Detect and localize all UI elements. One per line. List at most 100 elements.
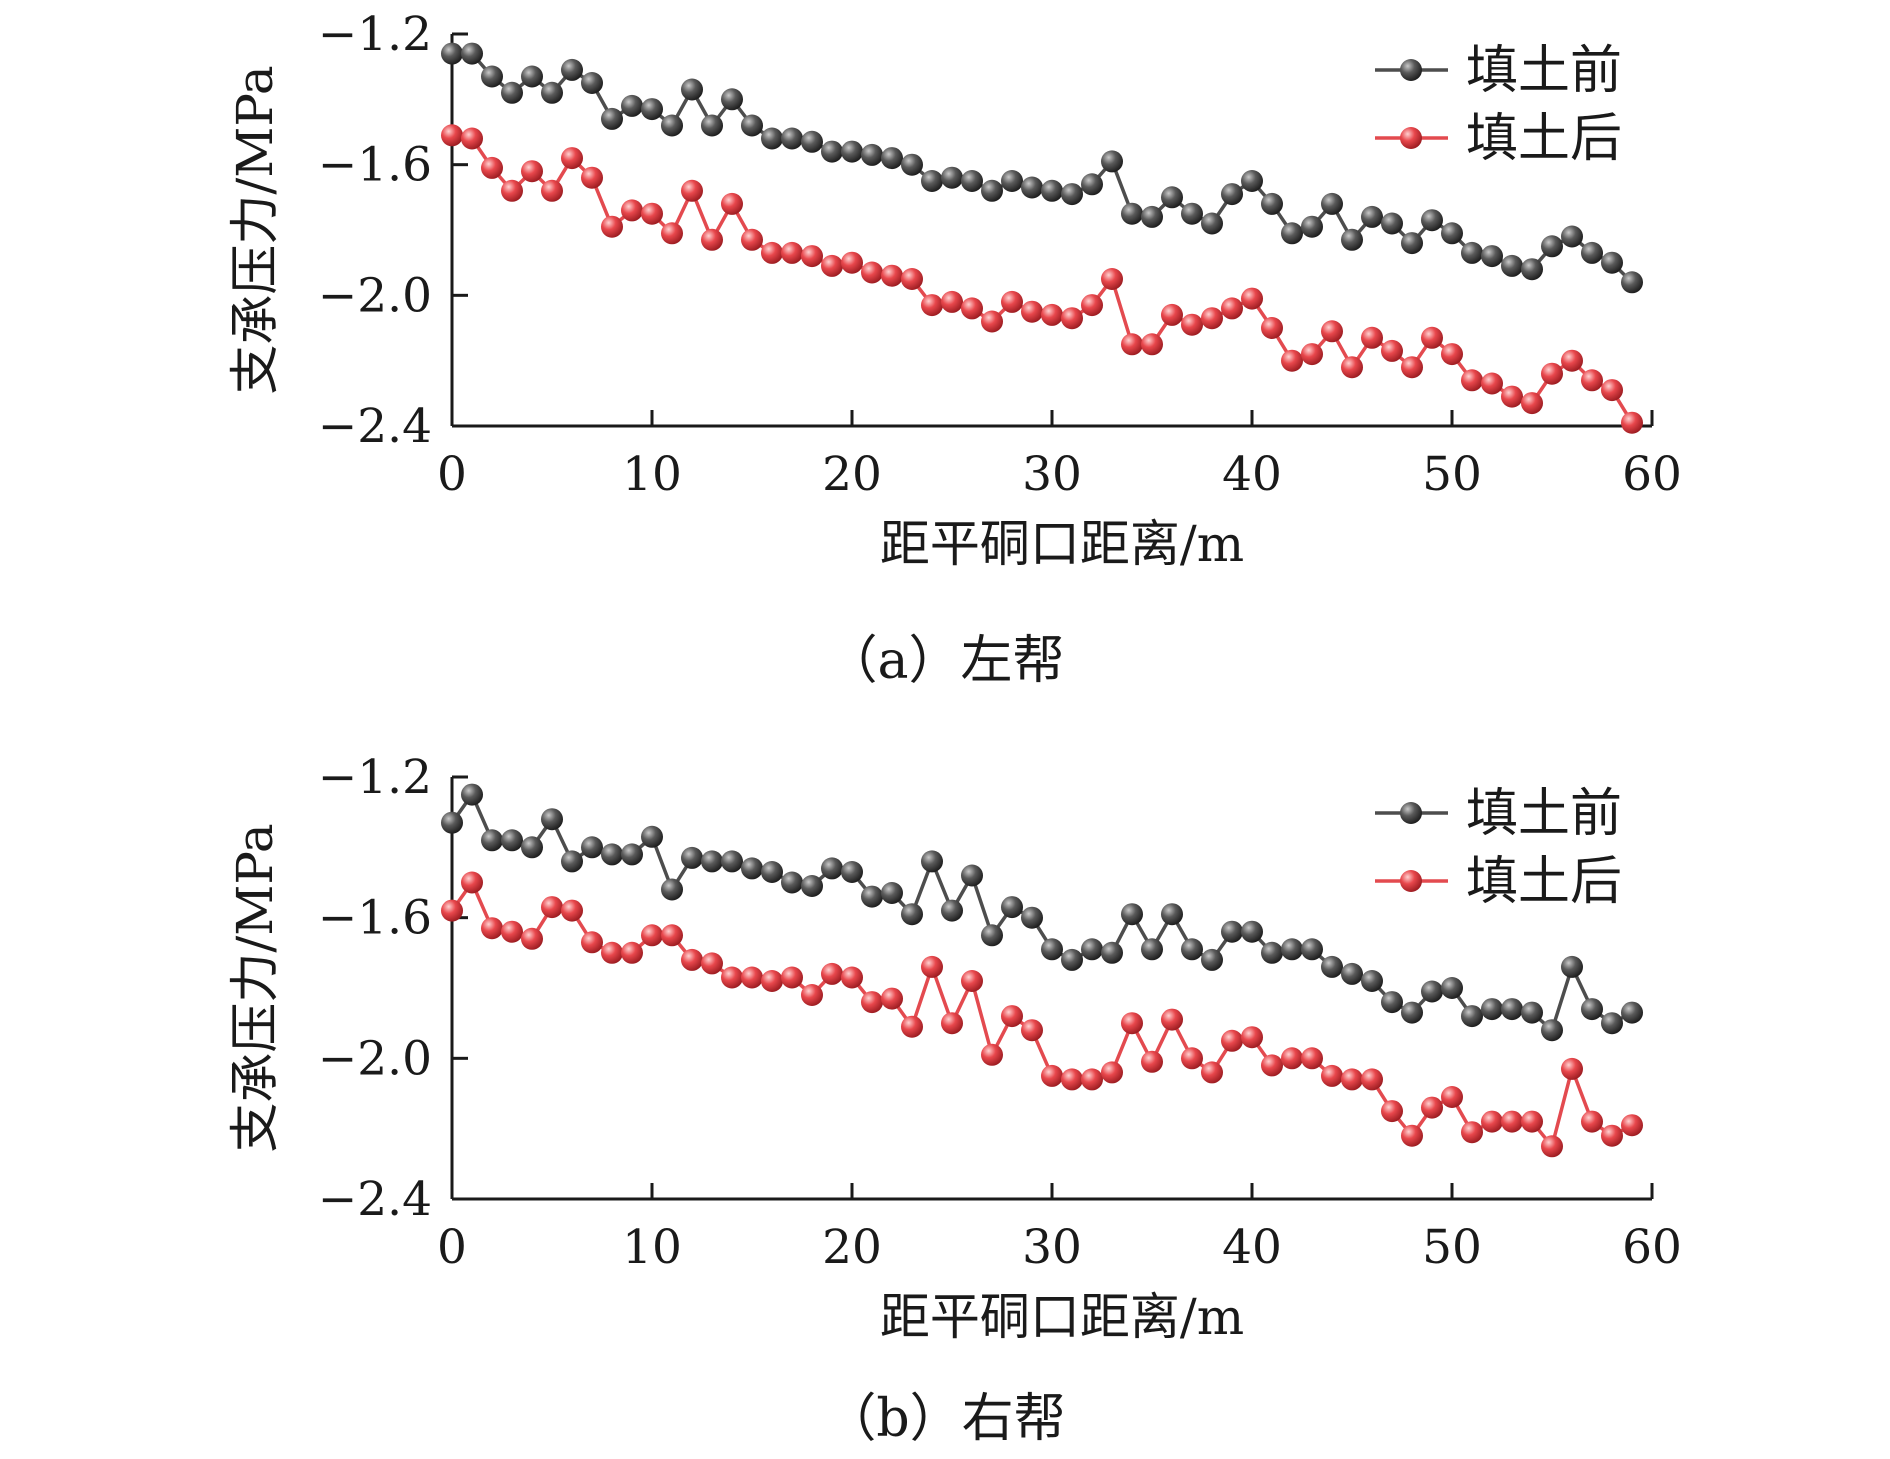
- data-point: [1001, 1005, 1023, 1028]
- data-point: [641, 924, 663, 947]
- y-tick-label: −1.6: [318, 891, 432, 946]
- data-point: [521, 927, 543, 950]
- data-point: [561, 58, 583, 81]
- chart-panel-left: 0 10 20 30 40 50 60 −1.2 −1.6 −2.0 −2.4 距平硐口距离/m 支承压…: [226, 7, 1682, 691]
- data-point: [1561, 1057, 1583, 1080]
- data-point: [941, 899, 963, 922]
- data-point: [761, 970, 783, 992]
- data-point: [541, 808, 563, 831]
- data-point: [681, 948, 703, 971]
- data-point: [1401, 1001, 1423, 1024]
- series-before-fill: [441, 783, 1643, 1042]
- data-point: [621, 94, 643, 117]
- x-tick-label: 20: [822, 1220, 882, 1275]
- data-point: [701, 850, 723, 873]
- x-tick-label: 60: [1622, 447, 1682, 502]
- data-point: [801, 875, 823, 897]
- plot-area: 0 10 20 30 40 50 60 −1.2 −1.6 −2.0 −2.4 距平硐口距离/m 支承压…: [226, 7, 1682, 573]
- panel-caption: （a）左帮: [825, 631, 1064, 691]
- data-point: [1541, 235, 1563, 258]
- data-point: [1301, 938, 1323, 961]
- legend-label: 填土后: [1466, 852, 1622, 912]
- data-point: [601, 843, 623, 866]
- data-point: [901, 903, 923, 926]
- data-point: [1161, 186, 1183, 209]
- data-point: [1261, 1054, 1283, 1077]
- data-point: [1501, 1110, 1523, 1133]
- data-point: [881, 147, 903, 170]
- data-point: [1141, 333, 1163, 356]
- y-tick-label: −1.6: [318, 138, 432, 193]
- data-point: [801, 130, 823, 153]
- chart-panel-right: 0 10 20 30 40 50 60 −1.2 −1.6 −2.0 −2.4 距平硐口距离/m 支承压…: [226, 750, 1682, 1449]
- data-point: [1361, 1068, 1383, 1091]
- data-point: [1621, 1114, 1643, 1137]
- data-point: [561, 147, 583, 170]
- data-point: [1461, 369, 1483, 392]
- data-point: [1461, 1005, 1483, 1028]
- data-point: [1141, 938, 1163, 961]
- data-point: [801, 984, 823, 1006]
- x-axis-title: 距平硐口距离/m: [880, 515, 1244, 573]
- data-point: [701, 952, 723, 975]
- data-point: [1281, 1047, 1303, 1070]
- data-point: [1521, 1110, 1543, 1133]
- data-point: [1061, 1068, 1083, 1091]
- data-point: [981, 179, 1003, 202]
- x-axis-title: 距平硐口距离/m: [880, 1288, 1244, 1346]
- legend-label: 填土后: [1466, 109, 1622, 169]
- data-point: [1461, 1121, 1483, 1144]
- data-point: [1321, 192, 1343, 215]
- data-point: [941, 166, 963, 189]
- data-point: [1621, 271, 1643, 294]
- data-point: [481, 65, 503, 88]
- data-point: [601, 215, 623, 238]
- data-point: [1281, 349, 1303, 372]
- y-tick-label: −1.2: [318, 750, 432, 805]
- data-point: [581, 72, 603, 94]
- data-point: [1221, 920, 1243, 943]
- data-point: [1101, 150, 1123, 173]
- y-axis-title: 支承压力/MPa: [226, 65, 284, 394]
- data-point: [741, 114, 763, 137]
- data-point: [1541, 1135, 1563, 1158]
- data-point: [1421, 980, 1443, 1003]
- data-point: [461, 42, 483, 65]
- data-point: [781, 871, 803, 894]
- data-point: [1561, 955, 1583, 978]
- data-point: [1121, 333, 1143, 356]
- x-tick-label: 50: [1422, 1220, 1482, 1275]
- data-point: [661, 222, 683, 245]
- data-point: [1441, 222, 1463, 245]
- data-point: [561, 899, 583, 922]
- data-point: [1121, 1012, 1143, 1035]
- data-point: [1581, 369, 1603, 392]
- data-point: [1121, 202, 1143, 225]
- data-point: [1061, 948, 1083, 971]
- data-point: [1301, 215, 1323, 238]
- data-point: [961, 297, 983, 320]
- data-point: [501, 179, 523, 202]
- data-point: [541, 896, 563, 919]
- data-point: [781, 127, 803, 150]
- data-point: [1081, 938, 1103, 961]
- data-point: [1401, 1124, 1423, 1147]
- data-point: [1161, 903, 1183, 926]
- data-point: [741, 228, 763, 251]
- x-tick-label: 60: [1622, 1220, 1682, 1275]
- data-point: [441, 899, 463, 922]
- data-point: [961, 970, 983, 992]
- legend-marker: [1400, 870, 1422, 892]
- data-point: [1181, 313, 1203, 336]
- data-point: [1041, 303, 1063, 326]
- data-point: [921, 955, 943, 978]
- data-point: [941, 1012, 963, 1035]
- data-point: [1361, 326, 1383, 349]
- y-axis-title: 支承压力/MPa: [226, 823, 284, 1152]
- data-point: [1301, 1047, 1323, 1070]
- data-point: [1541, 362, 1563, 385]
- x-tick-label: 0: [437, 1220, 467, 1275]
- data-point: [921, 294, 943, 317]
- data-point: [1241, 287, 1263, 310]
